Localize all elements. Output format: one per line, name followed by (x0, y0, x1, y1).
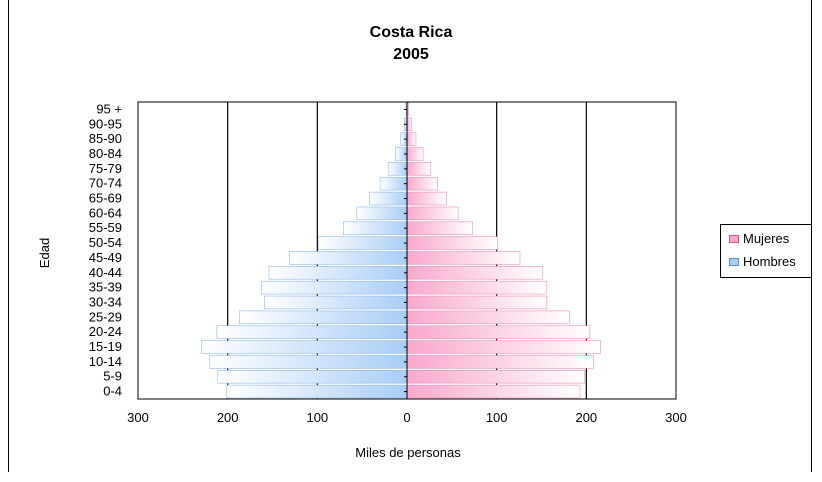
bar-mujeres-45-49 (406, 251, 521, 265)
x-tick-label-4: 100 (486, 410, 508, 425)
bar-mujeres-20-24 (406, 325, 591, 339)
bar-mujeres-30-34 (406, 295, 548, 310)
bar-hombres-70-74 (379, 176, 408, 191)
x-tick-label-5: 200 (575, 410, 597, 425)
bar-hombres-55-59 (343, 221, 408, 235)
y-tick-label-50-54: 50-54 (89, 235, 122, 250)
bar-hombres-65-69 (369, 191, 408, 206)
y-tick-label-85-90: 85-90 (89, 131, 122, 146)
bar-mujeres-50-54 (406, 236, 498, 250)
x-axis-label: Miles de personas (355, 445, 461, 460)
y-tick-label-70-74: 70-74 (89, 176, 122, 191)
y-tick-label-60-64: 60-64 (89, 205, 122, 220)
y-tick-label-20-24: 20-24 (89, 324, 122, 339)
chart-title: Costa Rica (369, 24, 453, 41)
bar-hombres-20-24 (216, 325, 408, 339)
y-tick-label-45-49: 45-49 (89, 250, 122, 265)
bar-mujeres-70-74 (406, 176, 438, 191)
bar-mujeres-5-9 (406, 369, 585, 384)
bar-mujeres-85-90 (406, 132, 417, 146)
bar-hombres-5-9 (217, 369, 408, 384)
bar-mujeres-80-84 (406, 147, 424, 161)
bar-mujeres-55-59 (406, 221, 473, 235)
bar-mujeres-0-4 (406, 384, 581, 399)
bar-hombres-30-34 (264, 295, 408, 310)
chart-subtitle: 2005 (393, 46, 429, 63)
y-tick-label-10-14: 10-14 (89, 354, 122, 369)
y-tick-label-40-44: 40-44 (89, 265, 122, 280)
y-tick-label-15-19: 15-19 (89, 339, 122, 354)
y-tick-label-5-9: 5-9 (103, 369, 122, 384)
x-tick-label-0: 300 (127, 410, 149, 425)
bar-mujeres-40-44 (406, 266, 543, 280)
x-tick-label-3: 0 (403, 410, 410, 425)
bar-mujeres-15-19 (406, 340, 601, 354)
y-tick-label-55-59: 55-59 (89, 220, 122, 235)
y-axis-label: Edad (37, 238, 52, 268)
x-tick-label-6: 300 (665, 410, 687, 425)
y-tick-label-75-79: 75-79 (89, 161, 122, 176)
x-tick-label-1: 200 (217, 410, 239, 425)
legend-item-mujeres: Mujeres (729, 231, 789, 246)
y-tick-label-35-39: 35-39 (89, 280, 122, 295)
legend-swatch-hombres (729, 257, 739, 266)
y-tick-label-80-84: 80-84 (89, 146, 122, 161)
y-tick-label-25-29: 25-29 (89, 309, 122, 324)
bar-hombres-35-39 (261, 280, 408, 295)
legend-label-mujeres: Mujeres (743, 231, 790, 246)
bar-mujeres-60-64 (406, 206, 459, 221)
bar-hombres-10-14 (209, 355, 408, 369)
bar-hombres-0-4 (226, 384, 408, 399)
y-tick-label-90-95: 90-95 (89, 116, 122, 131)
bar-hombres-40-44 (268, 266, 408, 280)
y-tick-label-0-4: 0-4 (103, 384, 122, 399)
legend-label-hombres: Hombres (743, 254, 796, 269)
bar-hombres-25-29 (239, 310, 408, 325)
y-tick-label-30-34: 30-34 (89, 294, 122, 309)
bar-mujeres-35-39 (406, 280, 548, 295)
bar-mujeres-65-69 (406, 191, 447, 206)
x-tick-label-2: 100 (306, 410, 328, 425)
legend-swatch-mujeres (729, 234, 739, 243)
bar-hombres-60-64 (356, 206, 408, 221)
y-tick-label-65-69: 65-69 (89, 191, 122, 206)
y-tick-label-95 +: 95 + (96, 101, 122, 116)
bar-hombres-45-49 (289, 251, 408, 265)
bar-hombres-50-54 (317, 236, 408, 250)
bar-hombres-15-19 (201, 340, 408, 354)
legend-item-hombres: Hombres (729, 254, 796, 269)
bar-mujeres-25-29 (406, 310, 570, 325)
bar-mujeres-75-79 (406, 162, 431, 176)
bar-mujeres-90-95 (406, 117, 412, 131)
bar-mujeres-10-14 (406, 355, 594, 369)
legend: Mujeres Hombres (720, 224, 812, 278)
